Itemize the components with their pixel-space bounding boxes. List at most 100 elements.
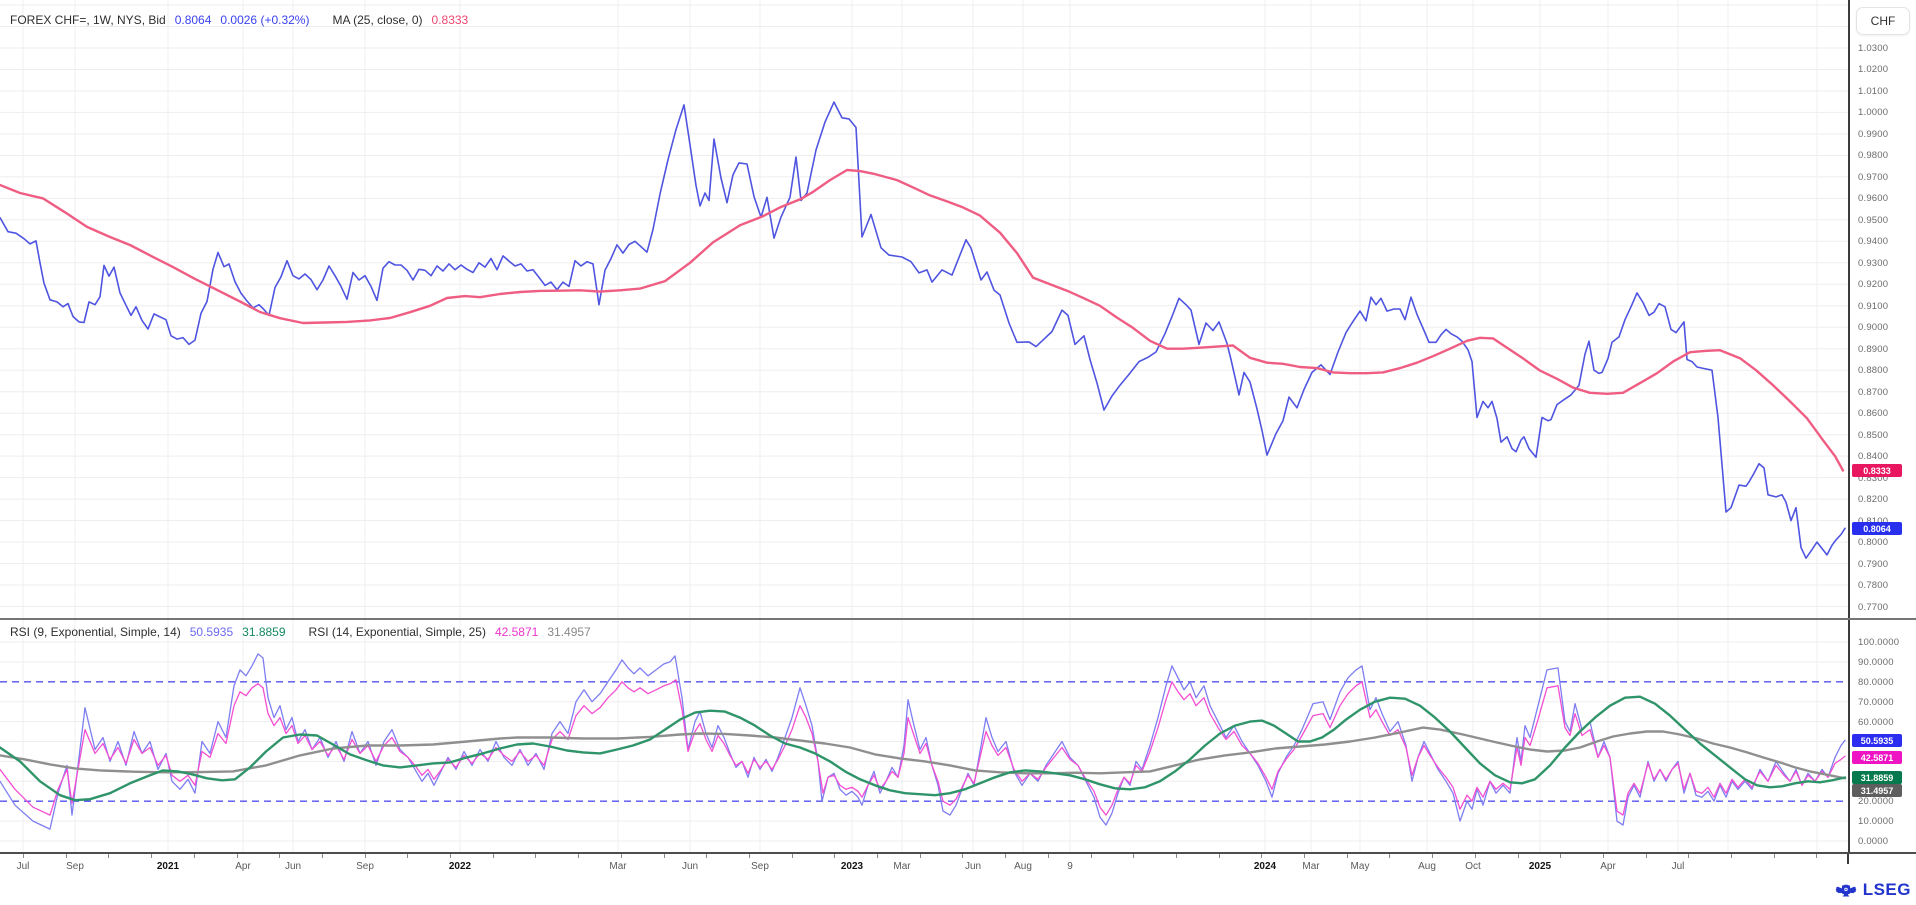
time-axis-tick [1091, 854, 1092, 858]
time-axis-tick [1133, 854, 1134, 858]
axis-tick-label: 0.9100 [1858, 300, 1889, 312]
time-axis-label: Mar [893, 861, 911, 872]
rsi14-value: 42.5871 [494, 625, 539, 639]
time-axis-tick [1731, 854, 1732, 858]
lseg-crest-icon [1835, 884, 1856, 897]
time-axis-tick [1816, 854, 1817, 858]
price-legend: FOREX CHF=, 1W, NYS, Bid 0.8064 0.0026 (… [10, 13, 468, 27]
time-axis-tick [664, 854, 665, 858]
time-axis-tick [1688, 854, 1689, 858]
rsi14-smooth-value: 31.4957 [547, 625, 591, 639]
axis-tick-label: 70.0000 [1858, 696, 1894, 708]
time-axis-label: Apr [235, 861, 251, 872]
axis-tick-label: 0.9600 [1858, 193, 1889, 205]
time-axis-tick [322, 854, 323, 858]
time-axis-label: Mar [609, 861, 627, 872]
axis-tick-label: 0.8400 [1858, 451, 1889, 463]
time-axis-label: Jun [964, 861, 982, 872]
axis-tick-label: 0.9000 [1858, 322, 1889, 334]
series-bid-price [0, 101, 1846, 560]
last-price-value: 0.8064 [174, 13, 212, 27]
time-axis-tick [1304, 854, 1305, 858]
bottom-bar: LSEG [0, 877, 1916, 905]
time-axis-tick [834, 854, 835, 858]
series-rsi-9 [0, 653, 1846, 830]
pane-divider[interactable] [0, 618, 1916, 620]
time-axis-tick [1518, 854, 1519, 858]
time-axis-label: Aug [1418, 861, 1436, 872]
series-rsi-9-smooth [0, 695, 1847, 802]
time-axis-label: 9 [1067, 861, 1073, 872]
time-axis-tick [407, 854, 408, 858]
time-axis-tick [1048, 854, 1049, 858]
price-badge-50.5935: 50.5935 [1852, 734, 1902, 747]
time-axis-label: Aug [1014, 861, 1032, 872]
time-axis-label: Sep [751, 861, 769, 872]
price-change-value: 0.0026 (+0.32%) [220, 13, 310, 27]
time-axis-label: Apr [1600, 861, 1616, 872]
axis-tick-label: 0.8100 [1858, 516, 1888, 527]
time-axis-tick [237, 854, 238, 858]
lseg-logo-text: LSEG [1862, 880, 1911, 899]
chart-canvas[interactable] [0, 0, 1848, 852]
value-axis[interactable]: CHF 1.0300 1.0200 1.0100 1.0000 0.9900 0.9800… [1848, 0, 1916, 852]
time-axis-tick [535, 854, 536, 858]
time-axis-tick [792, 854, 793, 858]
currency-axis-button[interactable]: CHF [1856, 7, 1910, 35]
axis-tick-label: 60.0000 [1858, 716, 1894, 728]
time-axis-label: 2024 [1253, 861, 1277, 872]
time-axis-tick [108, 854, 109, 858]
axis-tick-label: 0.8200 [1858, 494, 1889, 506]
axis-tick-label: 0.9300 [1858, 257, 1889, 269]
time-axis-label: Jun [284, 861, 302, 872]
axis-tick-label: 90.0000 [1858, 656, 1894, 668]
time-axis-tick [450, 854, 451, 858]
axis-tick-label: 100.0000 [1858, 637, 1900, 648]
series-rsi-14 [0, 679, 1846, 816]
time-axis-label: Jun [681, 861, 699, 872]
ma-legend-label: MA (25, close, 0) [332, 13, 423, 27]
axis-tick-label: 1.0200 [1858, 64, 1889, 76]
rsi9-value: 50.5935 [189, 625, 234, 639]
time-axis-tick [194, 854, 195, 858]
axis-tick-label: 0.8300 [1858, 472, 1889, 484]
series-rsi-14-smooth [0, 726, 1847, 780]
time-axis-tick [1646, 854, 1647, 858]
price-badge-42.5871: 42.5871 [1852, 751, 1902, 764]
axis-tick-label: 0.9400 [1858, 236, 1889, 248]
time-axis-tick [1389, 854, 1390, 858]
time-axis-label: 2021 [156, 861, 180, 872]
time-axis-tick [1560, 854, 1561, 858]
axis-tick-label: 10.0000 [1858, 816, 1894, 828]
axis-tick-label: 0.8700 [1858, 386, 1889, 398]
time-axis-tick [920, 854, 921, 858]
time-axis-label: Oct [1465, 861, 1481, 872]
time-axis-tick [1005, 854, 1006, 858]
axis-tick-label: 20.0000 [1858, 796, 1894, 808]
time-axis-tick [1603, 854, 1604, 858]
axis-tick-label: 0.0000 [1858, 836, 1889, 847]
axis-tick-label: 0.9700 [1858, 171, 1889, 183]
axis-tick-label: 0.9200 [1858, 279, 1889, 291]
axis-tick-label: 0.9900 [1858, 128, 1889, 140]
time-axis-label: May [1350, 861, 1370, 872]
price-badge-31.4957: 31.4957 [1852, 784, 1902, 797]
price-badge-0.8064: 0.8064 [1852, 522, 1902, 535]
axis-tick-label: 1.0000 [1858, 107, 1889, 119]
axis-tick-label: 0.7800 [1858, 580, 1889, 592]
time-axis-tick [365, 854, 366, 858]
axis-tick-label: 0.7900 [1858, 558, 1889, 570]
axis-tick-label: 0.8800 [1858, 365, 1889, 377]
axis-tick-label: 0.7700 [1858, 601, 1889, 613]
time-axis-label: 2023 [840, 861, 864, 872]
time-axis-tick [493, 854, 494, 858]
time-axis-tick [877, 854, 878, 858]
time-axis-label: Jul [1671, 861, 1685, 872]
time-axis-tick [1219, 854, 1220, 858]
price-badge-0.8333: 0.8333 [1852, 464, 1902, 477]
axis-tick-label: 80.0000 [1858, 676, 1894, 688]
time-axis-label: Sep [356, 861, 374, 872]
time-axis[interactable]: Jul Sep 2021 Apr Jun Sep 2022 Mar Jun Sep 2023 Mar J… [0, 852, 1916, 879]
time-axis-tick [749, 854, 750, 858]
time-axis-tick [1774, 854, 1775, 858]
